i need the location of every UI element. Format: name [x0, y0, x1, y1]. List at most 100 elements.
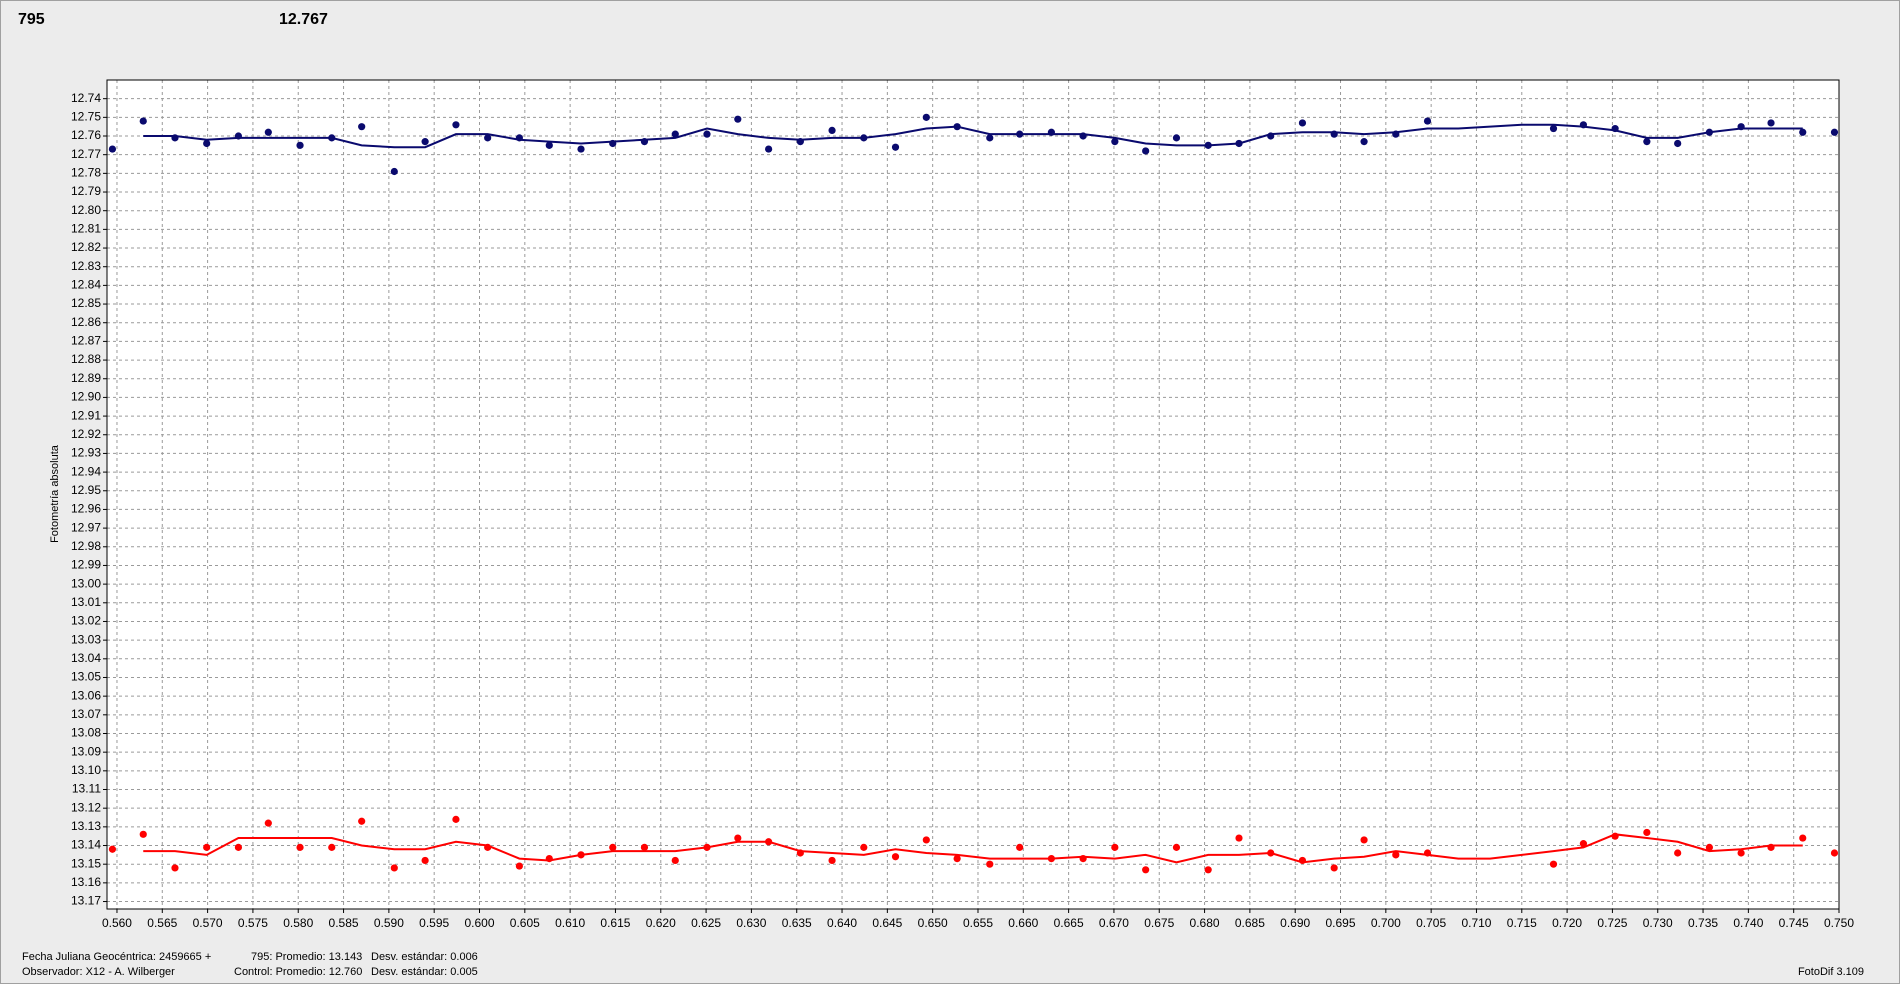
data-point — [1172, 843, 1181, 851]
target-mean: 795: Promedio: 13.143 — [251, 951, 362, 963]
data-point — [1674, 139, 1682, 148]
data-point — [1830, 128, 1839, 136]
data-point — [358, 123, 366, 131]
data-layer — [108, 113, 1839, 874]
data-point — [577, 145, 585, 153]
data-point — [203, 843, 211, 851]
x-tick-label: 0.620 — [646, 916, 676, 930]
y-tick-label: 13.07 — [71, 707, 101, 721]
x-tick-label: 0.610 — [555, 916, 585, 930]
data-point — [1392, 851, 1400, 859]
data-point — [452, 815, 460, 823]
target-magnitude-label: 795 — [18, 11, 45, 28]
data-point — [1737, 849, 1745, 857]
y-tick-label: 12.77 — [71, 147, 101, 161]
data-point — [953, 854, 961, 863]
y-tick-label: 12.85 — [71, 296, 101, 310]
x-tick-label: 0.725 — [1597, 916, 1627, 930]
y-tick-label: 12.88 — [71, 352, 101, 366]
y-tick-label: 12.90 — [71, 390, 101, 404]
data-point — [108, 145, 117, 153]
plot-area — [107, 80, 1839, 909]
y-tick-label: 13.15 — [71, 856, 101, 870]
x-tick-label: 0.570 — [193, 916, 223, 930]
data-point — [1111, 843, 1119, 851]
data-point — [1799, 128, 1807, 136]
target-std: Desv. estándar: 0.006 — [371, 951, 478, 963]
y-tick-label: 12.79 — [71, 184, 101, 198]
data-point — [922, 113, 930, 121]
data-point — [1298, 119, 1307, 127]
y-tick-label: 12.96 — [71, 502, 101, 516]
y-tick-label: 12.97 — [71, 520, 101, 534]
y-tick-label: 12.86 — [71, 315, 101, 329]
data-point — [1643, 828, 1651, 837]
x-tick-label: 0.660 — [1008, 916, 1038, 930]
data-point — [328, 843, 336, 851]
data-point — [421, 856, 429, 865]
data-point — [234, 843, 243, 851]
data-point — [765, 145, 773, 153]
y-tick-label: 12.75 — [71, 110, 101, 124]
x-tick-label: 0.665 — [1054, 916, 1084, 930]
data-point — [609, 843, 617, 851]
x-tick-label: 0.720 — [1552, 916, 1582, 930]
data-point — [986, 860, 994, 868]
data-point — [1360, 836, 1368, 844]
x-tick-label: 0.685 — [1235, 916, 1265, 930]
fit-line — [143, 833, 1803, 864]
app-version: FotoDif 3.109 — [1798, 966, 1864, 978]
data-point — [1643, 138, 1651, 146]
y-tick-label: 13.09 — [71, 744, 101, 758]
y-tick-label: 13.08 — [71, 726, 101, 740]
x-tick-label: 0.745 — [1779, 916, 1809, 930]
data-point — [1330, 864, 1338, 872]
y-tick-label: 12.76 — [71, 128, 101, 142]
data-point — [264, 128, 272, 136]
data-point — [1235, 834, 1243, 842]
y-tick-label: 13.11 — [72, 782, 101, 796]
y-tick-label: 12.93 — [71, 446, 101, 460]
data-point — [264, 819, 272, 827]
y-tick-label: 12.87 — [71, 334, 101, 348]
data-point — [139, 117, 147, 125]
data-point — [671, 130, 679, 138]
data-point — [1830, 849, 1839, 857]
y-tick-label: 13.01 — [71, 595, 101, 609]
y-tick-label: 12.94 — [71, 464, 101, 478]
x-tick-label: 0.615 — [600, 916, 630, 930]
y-tick-label: 12.92 — [71, 427, 101, 441]
data-point — [640, 843, 649, 851]
x-tick-label: 0.680 — [1190, 916, 1220, 930]
data-point — [891, 143, 900, 151]
data-point — [891, 853, 900, 861]
y-tick-label: 12.91 — [71, 408, 101, 422]
data-point — [1142, 147, 1150, 155]
x-tick-label: 0.630 — [736, 916, 766, 930]
x-tick-label: 0.640 — [827, 916, 857, 930]
y-tick-label: 13.10 — [71, 763, 101, 777]
y-tick-label: 12.78 — [71, 166, 101, 180]
x-tick-label: 0.635 — [782, 916, 812, 930]
x-tick-label: 0.670 — [1099, 916, 1129, 930]
data-point — [390, 864, 398, 872]
x-tick-label: 0.565 — [147, 916, 177, 930]
x-tick-label: 0.675 — [1144, 916, 1174, 930]
data-point — [1549, 124, 1558, 133]
data-point — [139, 830, 147, 838]
x-tick-label: 0.595 — [419, 916, 449, 930]
data-point — [860, 843, 868, 851]
y-tick-label: 13.16 — [71, 875, 101, 889]
x-tick-label: 0.575 — [238, 916, 268, 930]
x-tick-label: 0.715 — [1507, 916, 1537, 930]
y-tick-label: 13.12 — [71, 800, 101, 814]
x-tick-label: 0.605 — [510, 916, 540, 930]
y-tick-label: 12.99 — [71, 558, 101, 572]
x-tick-label: 0.710 — [1461, 916, 1491, 930]
data-point — [1111, 138, 1119, 146]
data-point — [203, 139, 211, 148]
data-point — [1674, 849, 1682, 857]
data-point — [1705, 843, 1713, 851]
y-tick-label: 13.05 — [71, 670, 101, 684]
